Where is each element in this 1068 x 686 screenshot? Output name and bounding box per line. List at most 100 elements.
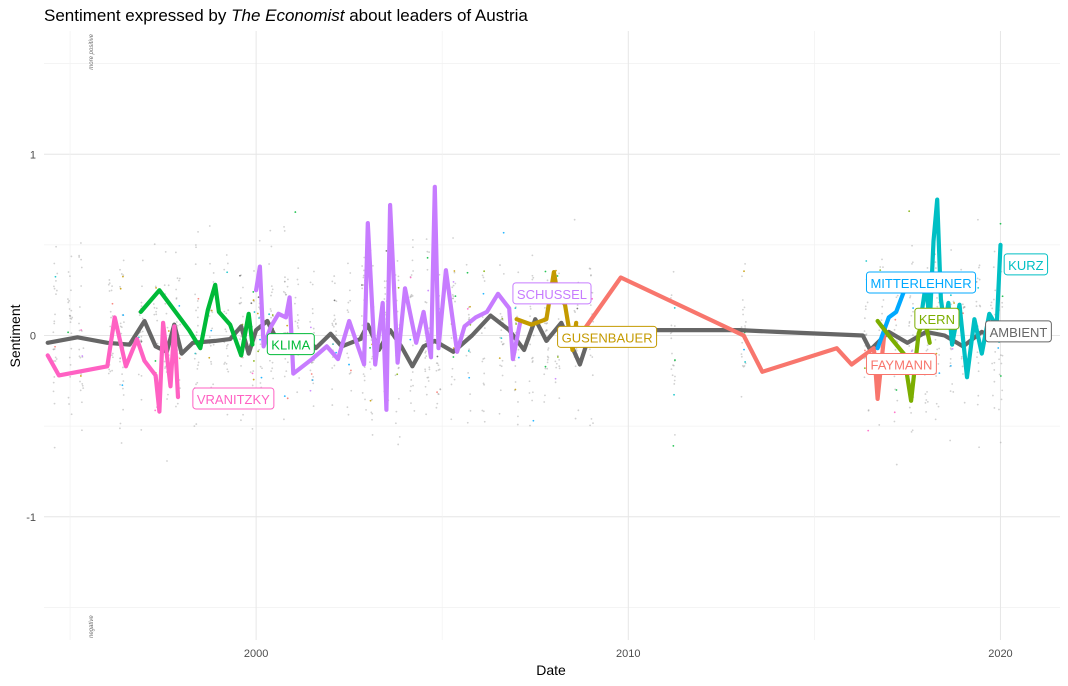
sentiment-dot (895, 389, 898, 391)
sentiment-dot (483, 383, 486, 386)
sentiment-dot (531, 357, 533, 360)
sentiment-dot (528, 392, 531, 394)
sentiment-dot (574, 365, 577, 368)
sentiment-dot (270, 310, 273, 312)
sentiment-dot (166, 398, 168, 400)
sentiment-dot (976, 403, 979, 406)
sentiment-dot (977, 286, 980, 289)
sentiment-dot (239, 338, 241, 341)
sentiment-dot (286, 361, 289, 364)
sentiment-dot (545, 322, 548, 325)
sentiment-dot (193, 357, 196, 360)
sentiment-dot (469, 305, 471, 308)
sentiment-dot (558, 397, 561, 400)
y-tick-label: -1 (26, 512, 36, 524)
sentiment-dot (514, 365, 517, 367)
sentiment-dot (744, 325, 746, 327)
sentiment-dot (896, 294, 899, 297)
sentiment-dot (935, 375, 937, 377)
sentiment-dot (591, 356, 594, 358)
sentiment-dot (672, 364, 674, 367)
sentiment-dot (242, 286, 244, 289)
sentiment-dot (589, 424, 591, 427)
sentiment-dot (517, 271, 520, 274)
sentiment-dot (555, 362, 558, 365)
sentiment-dot (482, 358, 485, 360)
sentiment-dot (451, 293, 454, 296)
sentiment-dot (140, 339, 143, 342)
sentiment-dot (925, 349, 928, 352)
sentiment-dot (397, 367, 400, 370)
sentiment-dot (123, 321, 125, 324)
sentiment-dot (975, 300, 978, 303)
sentiment-dot (209, 262, 211, 265)
sentiment-dot (311, 312, 314, 315)
sentiment-dot (911, 262, 913, 265)
sentiment-dot (411, 344, 414, 347)
sentiment-dot (194, 263, 197, 266)
sentiment-dot (544, 365, 547, 368)
sentiment-dot (556, 356, 559, 358)
series-label-box (985, 320, 1052, 343)
sentiment-dot (531, 356, 534, 359)
series-lines-layer (45, 184, 1003, 414)
sentiment-dot (286, 285, 289, 288)
sentiment-dot (78, 256, 81, 258)
sentiment-dot (426, 250, 429, 253)
chart-title-prefix: Sentiment expressed by (44, 6, 232, 25)
sentiment-dot (577, 409, 580, 412)
sentiment-dot (742, 365, 745, 368)
sentiment-dot (282, 290, 285, 293)
sentiment-dot (140, 340, 143, 342)
sentiment-dot (998, 358, 1000, 361)
sentiment-dot (924, 402, 927, 404)
sentiment-dot (866, 301, 869, 304)
sentiment-dot (483, 357, 486, 360)
sentiment-dot (908, 406, 911, 409)
sentiment-dot (962, 312, 964, 315)
sentiment-dot (111, 354, 113, 357)
sentiment-dot (156, 319, 159, 322)
sentiment-dot (557, 318, 560, 320)
sentiment-dot (670, 324, 673, 327)
sentiment-dot (425, 355, 428, 357)
sentiment-dot (517, 401, 519, 403)
sentiment-dot (910, 350, 913, 353)
sentiment-dot (250, 302, 253, 305)
sentiment-dot (195, 331, 198, 334)
sentiment-dot (313, 331, 315, 334)
sentiment-dot (212, 281, 215, 283)
sentiment-dot (138, 314, 141, 317)
sentiment-dot (411, 259, 414, 262)
sentiment-dot (498, 357, 501, 360)
sentiment-dot (529, 307, 532, 310)
sentiment-dot (226, 271, 229, 274)
sentiment-dot (55, 279, 57, 282)
sentiment-dot (331, 322, 334, 325)
sentiment-dot (197, 361, 200, 364)
sentiment-dot (411, 246, 414, 249)
sentiment-dot (82, 347, 85, 350)
sentiment-dot (499, 364, 501, 367)
sentiment-dot (311, 283, 314, 286)
sentiment-dot (452, 356, 455, 358)
sentiment-dot (258, 239, 261, 242)
sentiment-dot (910, 430, 913, 433)
sentiment-dot (991, 362, 994, 365)
sentiment-dot (270, 245, 273, 248)
sentiment-dot (926, 400, 929, 403)
y-axis-title: Sentiment (7, 304, 23, 367)
sentiment-dot (576, 307, 579, 310)
sentiment-dot (935, 267, 937, 269)
sentiment-dot (558, 358, 561, 361)
sentiment-dot (119, 357, 122, 360)
sentiment-dot (347, 311, 350, 314)
sentiment-dot (740, 355, 743, 358)
sentiment-dot (926, 348, 929, 351)
sentiment-dot (70, 309, 73, 312)
sentiment-dot (122, 366, 124, 369)
sentiment-dot (111, 352, 114, 355)
sentiment-dot (547, 356, 550, 359)
sentiment-dot (53, 348, 56, 350)
series-label-box (266, 333, 315, 356)
